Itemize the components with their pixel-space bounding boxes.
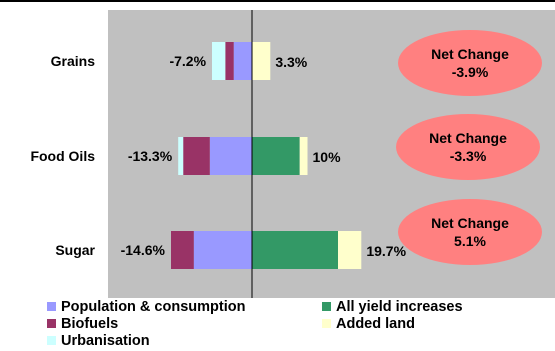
- negative-total-sugar: -14.6%: [121, 242, 166, 258]
- legend-swatch-yield: [322, 302, 331, 311]
- labels-layer: Grains -7.2% 3.3% Food Oils -13.3% 10% Sugar -1…: [30, 53, 406, 259]
- bar-sugar-population-consumption: [193, 231, 252, 269]
- bar-food-oils-population-consumption: [209, 137, 252, 175]
- bar-grains-added-land: [252, 42, 271, 80]
- net-change-layer: Net Change -3.9% Net Change -3.3% Net Change…: [396, 30, 542, 265]
- positive-total-food-oils: 10%: [313, 149, 342, 165]
- net-change-title-sugar: Net Change: [431, 215, 509, 231]
- negative-total-grains: -7.2%: [169, 53, 206, 69]
- category-label-sugar: Sugar: [55, 242, 95, 258]
- chart-plot-svg: Grains -7.2% 3.3% Food Oils -13.3% 10% Sugar -1…: [30, 10, 555, 298]
- legend-label-yield: All yield increases: [336, 299, 463, 315]
- positive-total-sugar: 19.7%: [366, 243, 406, 259]
- net-change-ellipse-food-oils: [396, 114, 540, 180]
- net-change-value-food-oils: -3.3%: [450, 148, 487, 164]
- category-label-food-oils: Food Oils: [30, 148, 95, 164]
- legend-label-urbanisation: Urbanisation: [61, 333, 150, 349]
- legend-swatch-urbanisation: [47, 336, 56, 345]
- bar-sugar-biofuels: [171, 231, 194, 269]
- legend-item-added-land: Added land: [322, 316, 415, 333]
- legend: Population & consumption Biofuels Urbani…: [0, 298, 555, 351]
- net-change-value-sugar: 5.1%: [454, 233, 486, 249]
- legend-item-population: Population & consumption: [47, 299, 245, 316]
- bar-grains-biofuels: [225, 42, 234, 80]
- legend-label-added-land: Added land: [336, 316, 415, 332]
- category-label-grains: Grains: [51, 53, 96, 69]
- legend-label-biofuels: Biofuels: [61, 316, 119, 332]
- net-change-value-grains: -3.9%: [452, 64, 489, 80]
- bar-food-oils-all-yield-increases: [252, 137, 300, 175]
- net-change-title-grains: Net Change: [431, 46, 509, 62]
- bar-food-oils-added-land: [299, 137, 308, 175]
- bar-sugar-added-land: [338, 231, 362, 269]
- bar-food-oils-biofuels: [183, 137, 210, 175]
- net-change-ellipse-sugar: [398, 199, 542, 265]
- positive-total-grains: 3.3%: [275, 54, 307, 70]
- legend-swatch-population: [47, 302, 56, 311]
- negative-total-food-oils: -13.3%: [128, 148, 173, 164]
- legend-item-biofuels: Biofuels: [47, 316, 118, 333]
- bar-sugar-all-yield-increases: [252, 231, 338, 269]
- bars-layer: [171, 42, 362, 269]
- legend-label-population: Population & consumption: [61, 299, 246, 315]
- net-change-ellipse-grains: [398, 30, 542, 96]
- legend-swatch-biofuels: [47, 319, 56, 328]
- net-change-title-food-oils: Net Change: [429, 130, 507, 146]
- legend-item-urbanisation: Urbanisation: [47, 333, 150, 350]
- bar-grains-population-consumption: [233, 42, 252, 80]
- bar-food-oils-urbanisation: [178, 137, 184, 175]
- legend-item-yield: All yield increases: [322, 299, 463, 316]
- legend-swatch-added-land: [322, 319, 331, 328]
- bar-grains-urbanisation: [212, 42, 226, 80]
